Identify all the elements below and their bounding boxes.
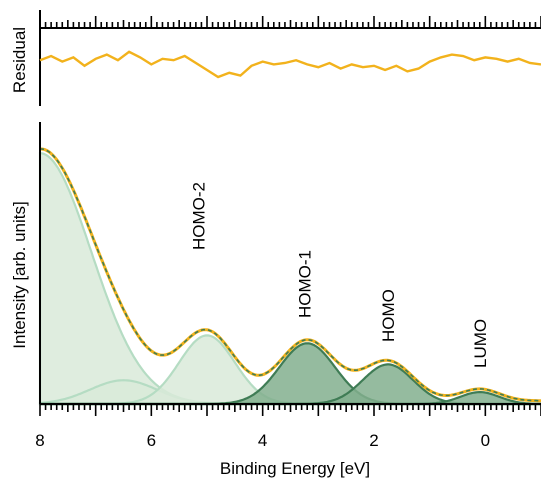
peak-annotations: HOMO-2 HOMO-1 HOMO LUMO xyxy=(190,182,490,368)
y-axis-label: Intensity [arb. units] xyxy=(10,201,29,348)
residual-line xyxy=(39,50,541,79)
model-sum-line xyxy=(40,148,541,402)
x-axis-label: Binding Energy [eV] xyxy=(220,459,370,478)
annotation-homo-2: HOMO-2 xyxy=(190,182,209,250)
annotation-homo-1: HOMO-1 xyxy=(295,250,314,318)
annotation-homo: HOMO xyxy=(379,289,398,342)
x-axis-ticks xyxy=(39,404,541,416)
annotation-lumo: LUMO xyxy=(471,319,490,368)
residual-panel: Residual xyxy=(10,10,541,106)
x-axis-tick-labels: 8 6 4 2 0 xyxy=(35,431,490,450)
spectrum-panel: 8 6 4 2 0 HOMO-2 HOMO-1 HOMO LUMO Binding Energ… xyxy=(10,122,541,478)
peak-fills xyxy=(38,152,541,406)
residual-top-ticks xyxy=(39,16,541,28)
x-tick-label: 8 xyxy=(35,431,44,450)
x-tick-label: 6 xyxy=(147,431,156,450)
x-tick-label: 2 xyxy=(369,431,378,450)
x-tick-label: 0 xyxy=(481,431,490,450)
x-tick-label: 4 xyxy=(258,431,267,450)
residual-y-label: Residual xyxy=(10,27,29,93)
